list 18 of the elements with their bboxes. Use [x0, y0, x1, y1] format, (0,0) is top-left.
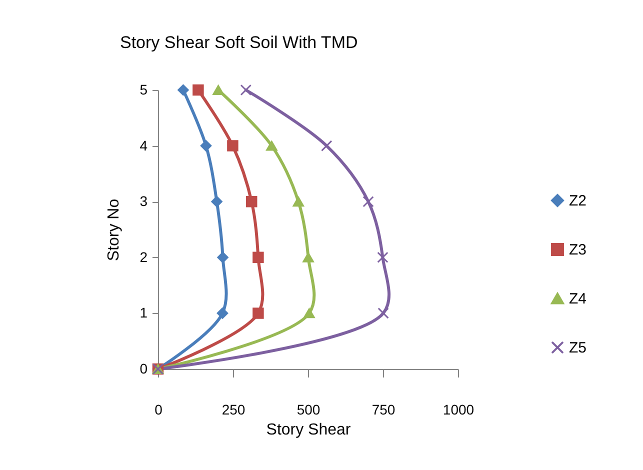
x-tick-label: 1000 — [442, 402, 474, 418]
y-tick-label: 5 — [140, 82, 148, 98]
x-tick-label: 750 — [372, 402, 396, 418]
y-tick-label: 0 — [140, 360, 148, 376]
chart-title: Story Shear Soft Soil With TMD — [120, 33, 358, 52]
y-tick-label: 4 — [140, 137, 148, 154]
x-tick-label: 250 — [222, 402, 246, 418]
y-axis-title: Story No — [106, 198, 123, 262]
y-tick-label: 2 — [140, 248, 148, 265]
y-tick-label: 1 — [140, 304, 148, 321]
x-tick-label: 500 — [296, 402, 320, 418]
legend-label: Z2 — [569, 192, 587, 210]
x-axis-title: Story Shear — [266, 422, 352, 438]
legend-label: Z3 — [569, 242, 587, 258]
legend-label: Z4 — [569, 290, 587, 308]
x-tick-label: 0 — [154, 402, 163, 418]
y-tick-label: 3 — [140, 193, 148, 210]
legend-label: Z5 — [569, 340, 587, 356]
